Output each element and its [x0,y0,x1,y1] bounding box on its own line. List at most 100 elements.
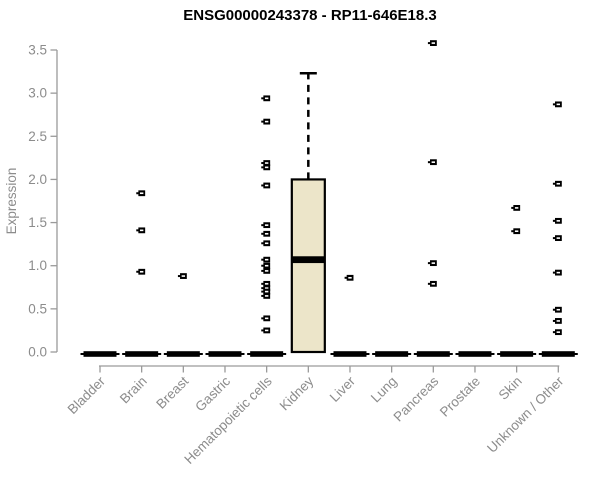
sample-point-center [264,258,269,261]
point-stub [552,219,556,222]
point-stub [261,290,264,293]
x-tick-label: Liver [327,373,359,405]
sample-point-center [556,320,560,322]
sample-point-center [139,192,144,195]
sample-point-center [264,242,269,245]
y-tick-label: 3.0 [28,86,47,101]
x-tick-label: Brain [117,374,150,407]
y-tick-label: 1.5 [28,215,47,230]
sample-point-center [264,329,269,332]
sample-point-center [431,42,436,44]
point-stub [136,192,139,195]
point-stub [427,161,431,164]
point-stub [261,282,264,285]
sample-point-center [556,271,560,274]
sample-point-center [181,275,186,277]
sample-point-center [514,207,519,209]
point-stub [261,258,264,261]
zero-box [125,351,159,357]
x-tick-label: Unknown / Other [484,373,567,456]
sample-point-center [264,295,269,297]
point-stub [344,276,347,279]
point-stub [261,224,264,227]
point-stub [427,262,431,265]
y-axis-title: Expression [4,168,19,235]
sample-point-center [264,283,269,285]
zero-box [416,351,450,357]
sample-point-center [264,120,269,123]
point-stub [261,120,264,123]
point-stub [511,230,514,233]
zero-box [333,351,367,357]
sample-point-center [264,264,269,267]
point-stub [261,166,264,169]
point-stub [552,182,556,185]
sample-point-center [264,232,269,235]
sample-point-center [514,230,519,232]
x-tick-label: Kidney [277,373,317,413]
point-stub [427,42,431,45]
zero-box [375,351,409,357]
median-line [291,256,325,264]
sample-point-center [264,224,269,226]
zero-box [208,351,242,357]
sample-point-center [431,262,436,264]
x-tick-label: Skin [496,374,525,403]
sample-point-center [139,229,144,232]
point-stub [136,270,139,273]
point-stub [261,264,264,267]
zero-box [83,351,117,357]
y-tick-label: 0.0 [28,345,47,360]
zero-box [541,351,575,357]
sample-point-center [264,97,269,100]
x-tick-label: Lung [368,374,400,406]
point-stub [552,103,556,106]
sample-point-center [431,161,436,163]
zero-box [166,351,200,357]
point-stub [552,308,556,311]
point-stub [136,229,139,232]
point-stub [261,184,264,187]
y-tick-label: 2.0 [28,172,47,187]
point-stub [261,232,264,235]
x-tick-label: Prostate [437,374,483,420]
sample-point-center [556,237,560,239]
sample-point-center [264,290,269,293]
zero-box [500,351,534,357]
point-stub [261,162,264,165]
sample-point-center [264,184,269,187]
point-stub [261,329,264,332]
point-stub [261,294,264,297]
y-tick-label: 1.0 [28,258,47,273]
x-tick-label: Bladder [65,373,109,417]
sample-point-center [556,220,560,222]
zero-box [250,351,284,357]
point-stub [552,319,556,322]
sample-point-center [264,287,269,289]
x-tick-label: Gastric [192,373,233,414]
x-tick-label: Breast [153,373,191,411]
sample-point-center [264,166,269,169]
y-tick-label: 0.5 [28,301,47,316]
point-stub [552,237,556,240]
box-kidney [290,178,326,354]
sample-point-center [264,317,269,320]
sample-point-center [348,276,352,279]
point-stub [511,206,514,209]
y-tick-label: 3.5 [28,43,47,58]
sample-point-center [264,270,269,272]
point-stub [261,269,264,272]
point-stub [427,282,431,285]
sample-point-center [264,162,269,164]
point-stub [261,317,264,320]
x-tick-label: Pancreas [390,373,441,424]
y-tick-label: 2.5 [28,129,47,144]
point-stub [552,331,556,334]
sample-point-center [556,308,560,311]
sample-point-center [431,283,436,285]
sample-point-center [139,270,144,273]
zero-box [458,351,492,357]
sample-point-center [556,182,560,185]
